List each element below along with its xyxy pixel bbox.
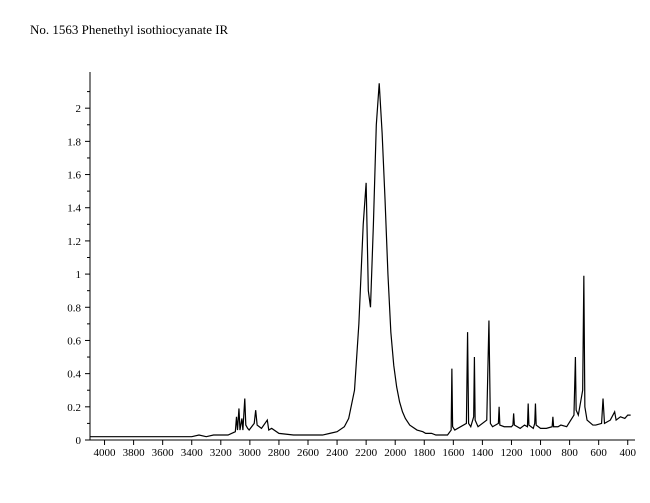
svg-text:2800: 2800 bbox=[268, 447, 291, 459]
svg-text:4000: 4000 bbox=[94, 447, 117, 459]
svg-text:1.6: 1.6 bbox=[67, 170, 81, 182]
svg-text:1: 1 bbox=[76, 269, 82, 281]
svg-text:1400: 1400 bbox=[471, 447, 494, 459]
svg-text:3000: 3000 bbox=[239, 447, 262, 459]
chart-svg: 0 0.2 0.4 0.6 0.8 1 1.2 1.4 1.6 1.8 2 4000 3800 3600 3… bbox=[60, 65, 645, 460]
svg-text:1000: 1000 bbox=[530, 447, 553, 459]
svg-text:2200: 2200 bbox=[355, 447, 378, 459]
svg-text:600: 600 bbox=[590, 447, 607, 459]
svg-text:2600: 2600 bbox=[297, 447, 320, 459]
svg-text:0.6: 0.6 bbox=[67, 335, 81, 347]
svg-text:2000: 2000 bbox=[384, 447, 407, 459]
svg-text:1800: 1800 bbox=[413, 447, 436, 459]
svg-text:0.2: 0.2 bbox=[67, 402, 81, 414]
page-title: No. 1563 Phenethyl isothiocyanate IR bbox=[30, 22, 228, 38]
svg-text:2400: 2400 bbox=[326, 447, 349, 459]
svg-text:3600: 3600 bbox=[152, 447, 175, 459]
svg-text:0: 0 bbox=[76, 435, 82, 447]
svg-text:400: 400 bbox=[619, 447, 636, 459]
svg-text:1.2: 1.2 bbox=[67, 236, 81, 248]
svg-text:2: 2 bbox=[76, 103, 82, 115]
svg-text:0.8: 0.8 bbox=[67, 302, 81, 314]
spectrum-line bbox=[90, 83, 631, 436]
svg-text:1600: 1600 bbox=[442, 447, 465, 459]
svg-text:3400: 3400 bbox=[181, 447, 204, 459]
svg-text:3200: 3200 bbox=[210, 447, 233, 459]
svg-text:0.4: 0.4 bbox=[67, 369, 81, 381]
svg-text:1.8: 1.8 bbox=[67, 136, 81, 148]
svg-text:3800: 3800 bbox=[123, 447, 146, 459]
svg-text:800: 800 bbox=[561, 447, 578, 459]
svg-text:1200: 1200 bbox=[500, 447, 523, 459]
ir-spectrum-chart: 0 0.2 0.4 0.6 0.8 1 1.2 1.4 1.6 1.8 2 4000 3800 3600 3… bbox=[60, 65, 645, 460]
svg-text:1.4: 1.4 bbox=[67, 203, 81, 215]
